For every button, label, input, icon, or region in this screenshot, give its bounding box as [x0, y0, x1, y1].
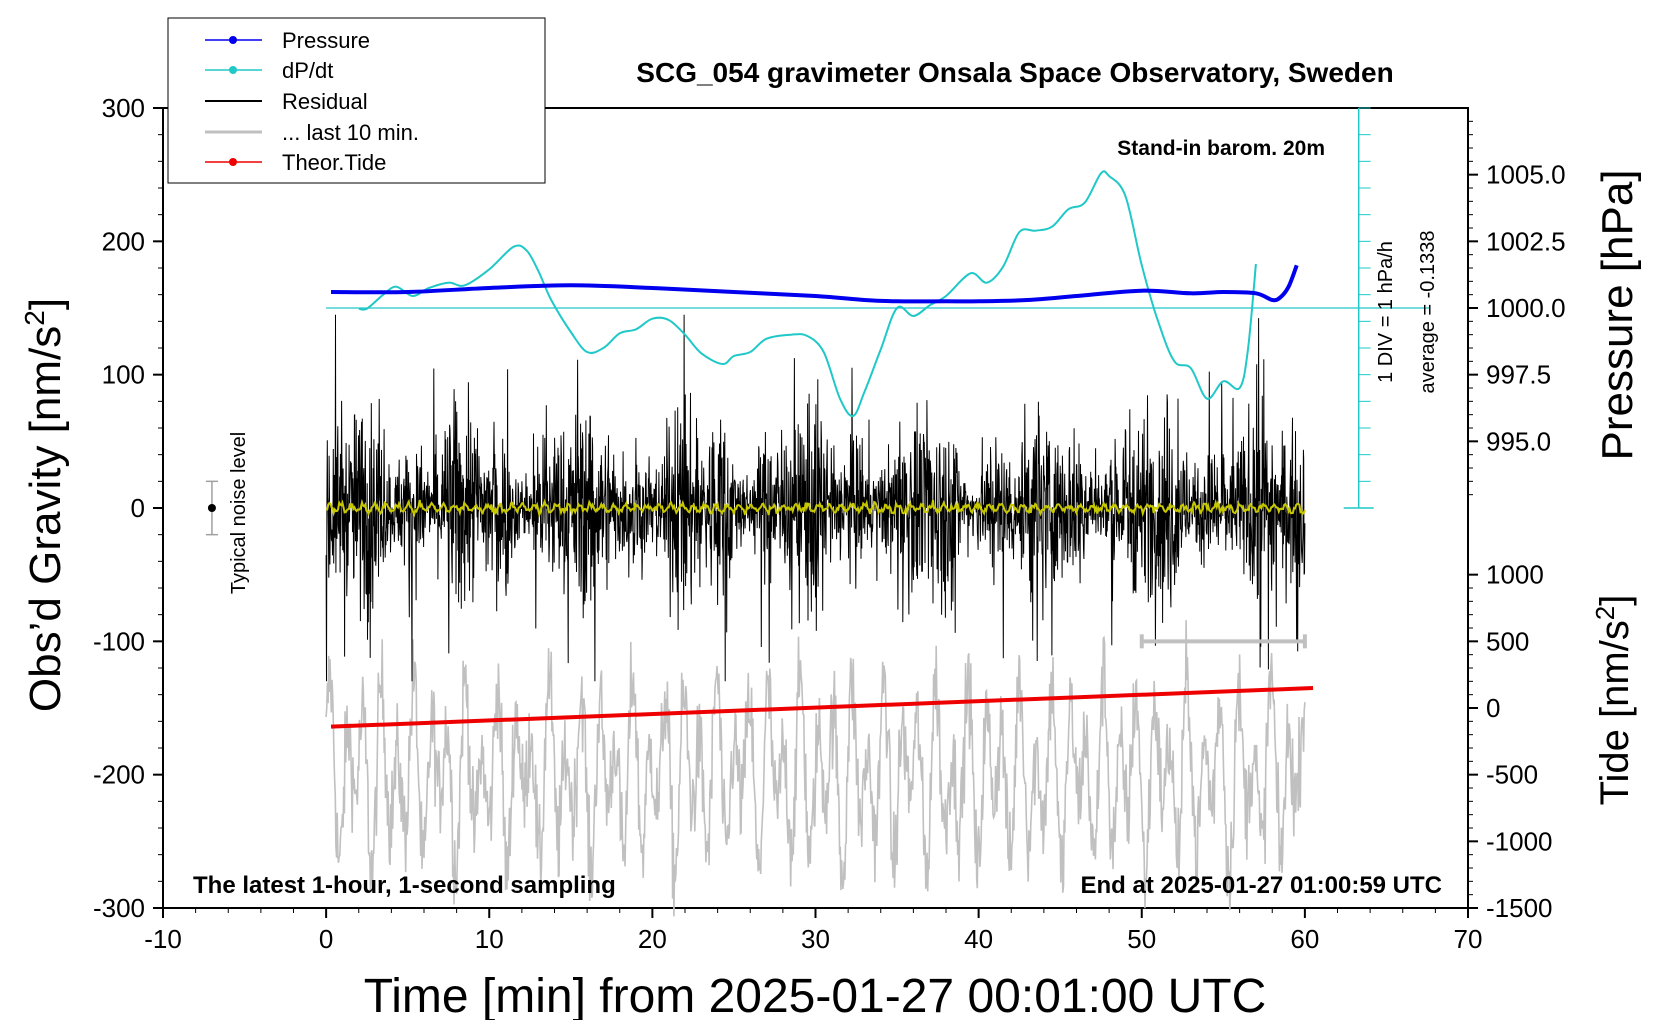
legend-dpdt-dot — [229, 66, 237, 74]
tide-tick-label: -500 — [1486, 760, 1538, 790]
tide-tick-label: -1500 — [1486, 893, 1553, 923]
x-tick-label: 10 — [475, 924, 504, 954]
noise-bar-dot — [207, 504, 216, 512]
y-tick-label: 100 — [102, 360, 145, 390]
x-tick-label: 60 — [1290, 924, 1319, 954]
pressure-tick-label: 1005.0 — [1486, 160, 1566, 190]
y-tick-label: 300 — [102, 93, 145, 123]
pressure-tick-label: 1002.5 — [1486, 226, 1566, 256]
sampling-note: The latest 1-hour, 1-second sampling — [193, 872, 616, 899]
legend-dpdt-label: dP/dt — [282, 58, 333, 83]
y-tick-label: -200 — [93, 760, 145, 790]
end-time-note: End at 2025-01-27 01:00:59 UTC — [1081, 872, 1443, 899]
legend: Pressure dP/dt Residual ... last 10 min.… — [167, 17, 546, 184]
smoothed-residual-series — [325, 498, 1306, 518]
legend-tide-dot — [229, 158, 237, 166]
y-tick-label: 200 — [102, 226, 145, 256]
dpdt-series — [358, 170, 1257, 418]
legend-tide-label: Theor.Tide — [282, 150, 386, 175]
average-note: average = -0.1338 — [1417, 231, 1439, 394]
x-tick-label: 0 — [319, 924, 333, 954]
x-axis-title: Time [min] from 2025-01-27 00:01:00 UTC — [364, 970, 1267, 1020]
pressure-series — [331, 264, 1299, 304]
legend-pressure-label: Pressure — [282, 28, 370, 53]
pressure-tick-label: 1000.0 — [1486, 293, 1566, 323]
legend-pressure-dot — [229, 36, 237, 44]
x-tick-label: 30 — [801, 924, 830, 954]
chart-title: SCG_054 gravimeter Onsala Space Observat… — [636, 57, 1393, 88]
tide-tick-label: 500 — [1486, 626, 1529, 656]
y-axis-title-gravity: Obs’d Gravity [nm/s2] — [19, 298, 70, 712]
x-tick-label: 40 — [964, 924, 993, 954]
y-tick-label: -100 — [93, 626, 145, 656]
y-axis-title-pressure: Pressure [hPa] — [1593, 169, 1642, 460]
tide-tick-label: 0 — [1486, 693, 1500, 723]
x-tick-label: -10 — [144, 924, 182, 954]
pressure-tick-label: 995.0 — [1486, 426, 1551, 456]
div-note: 1 DIV = 1 hPa/h — [1375, 241, 1397, 383]
y-tick-label: -300 — [93, 893, 145, 923]
y-axis-title-tide: Tide [nm/s2] — [1590, 595, 1637, 806]
legend-last10-label: ... last 10 min. — [282, 120, 419, 145]
tide-series — [330, 686, 1314, 729]
axes-layer: -10 0 10 20 30 40 50 60 703002001000-100-200-300… — [93, 93, 1566, 954]
last10-series — [325, 620, 1306, 917]
noise-note: Typical noise level — [228, 432, 250, 594]
residual-series — [325, 314, 1306, 682]
barom-note: Stand-in barom. 20m — [1117, 137, 1325, 160]
pressure-tick-label: 997.5 — [1486, 360, 1551, 390]
y-tick-label: 0 — [131, 493, 145, 523]
series-layer — [325, 170, 1430, 917]
x-tick-label: 50 — [1127, 924, 1156, 954]
tide-tick-label: -1000 — [1486, 826, 1553, 856]
legend-residual-label: Residual — [282, 89, 368, 114]
x-tick-label: 70 — [1454, 924, 1483, 954]
tide-tick-label: 1000 — [1486, 560, 1544, 590]
x-tick-label: 20 — [638, 924, 667, 954]
